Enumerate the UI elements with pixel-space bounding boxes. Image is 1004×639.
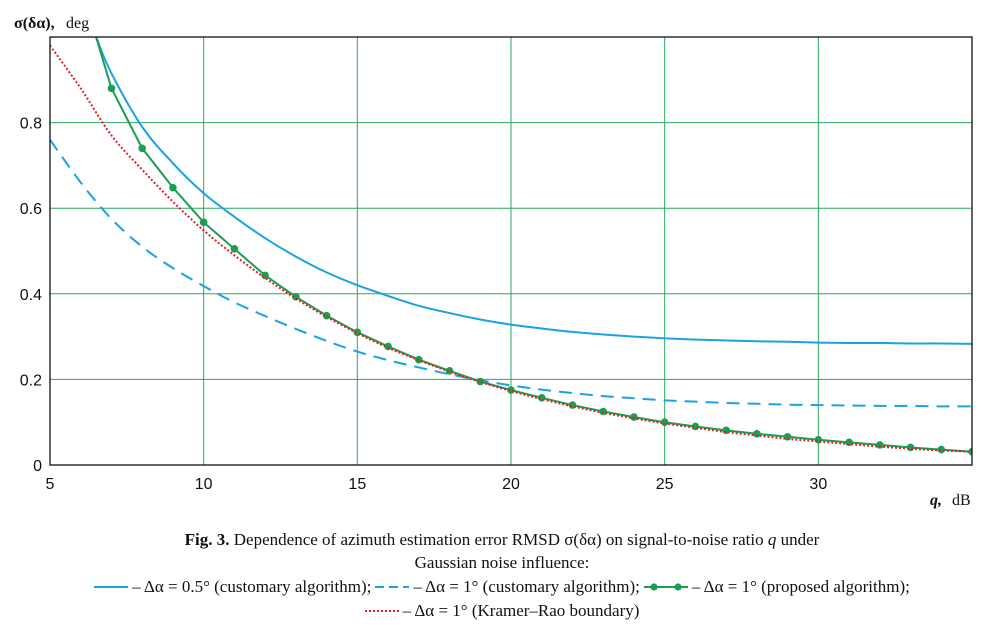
legend-label-1-proposed: – Δα = 1° (proposed algorithm); — [691, 577, 910, 596]
series-line-s05_customary — [95, 37, 972, 345]
legend-swatch-solid-blue — [94, 586, 129, 588]
legend-swatch-dotted-red — [364, 610, 399, 612]
y-axis-label-symbol: σ(δα), — [14, 15, 55, 32]
x-tick-label: 30 — [809, 476, 827, 493]
y-axis-label-unit: deg — [66, 15, 89, 32]
series-line-s1_kramer_rao — [50, 44, 972, 453]
chart-series-layer — [50, 37, 972, 456]
legend-item-05-customary: – Δα = 0.5° (customary algorithm); — [94, 577, 371, 597]
figure-caption-line1: Fig. 3. Dependence of azimuth estimation… — [0, 530, 1004, 550]
x-tick-label: 25 — [656, 476, 674, 493]
y-tick-label: 0.6 — [20, 201, 42, 218]
legend-row-2: – Δα = 1° (Kramer–Rao boundary) — [0, 601, 1004, 621]
data-point-s1_proposed — [660, 418, 669, 427]
data-point-s1_proposed — [107, 84, 116, 93]
x-tick-label: 5 — [46, 476, 55, 493]
data-point-s1_proposed — [876, 441, 884, 449]
legend-swatch-markers-green — [643, 583, 688, 591]
legend-item-1-customary: – Δα = 1° (customary algorithm); — [375, 577, 640, 597]
data-point-s1_proposed — [753, 429, 761, 438]
data-point-s1_proposed — [230, 245, 239, 253]
data-point-s1_proposed — [845, 438, 853, 447]
legend-label-kramer-rao: – Δα = 1° (Kramer–Rao boundary) — [402, 601, 640, 620]
figure-label: Fig. 3. — [184, 530, 230, 549]
legend-label-05-customary: – Δα = 0.5° (customary algorithm); — [132, 577, 372, 596]
series-line-s1_customary — [50, 139, 972, 408]
legend-item-kramer-rao: – Δα = 1° (Kramer–Rao boundary) — [364, 601, 640, 621]
data-point-s1_proposed — [138, 144, 146, 153]
data-point-s1_proposed — [630, 413, 638, 421]
y-tick-label: 0.2 — [20, 372, 42, 389]
chart-tick-labels: 5 10 15 20 25 30 0 0.2 0.4 0.6 0.8 — [20, 116, 828, 493]
figure-caption-line2: Gaussian noise influence: — [414, 553, 590, 572]
chart-plot: 5 10 15 20 25 30 0 0.2 0.4 0.6 0.8 σ(δα), deg q, d… — [14, 15, 973, 509]
data-point-s1_proposed — [384, 342, 392, 351]
chart-grid — [50, 37, 972, 465]
x-axis-label-unit: dB — [952, 492, 971, 509]
plot-frame — [49, 36, 973, 466]
data-point-s1_proposed — [968, 447, 972, 456]
data-point-s1_proposed — [169, 183, 177, 192]
data-point-s1_proposed — [261, 271, 269, 280]
data-point-s1_proposed — [199, 218, 208, 227]
y-tick-label: 0 — [33, 458, 42, 475]
y-tick-label: 0.8 — [20, 116, 42, 133]
series-line-s1_proposed — [95, 37, 972, 453]
data-point-s1_proposed — [906, 443, 915, 452]
x-tick-label: 10 — [195, 476, 213, 493]
y-tick-label: 0.4 — [20, 287, 42, 304]
x-tick-label: 20 — [502, 476, 520, 493]
legend-item-1-proposed: – Δα = 1° (proposed algorithm); — [643, 577, 910, 597]
legend-swatch-dashed-blue — [375, 586, 410, 588]
caption-text-end: under — [776, 530, 820, 549]
data-point-s1_proposed — [783, 432, 792, 441]
x-axis-label-symbol: q, — [930, 492, 942, 509]
legend-row-1: – Δα = 0.5° (customary algorithm); – Δα … — [0, 577, 1004, 597]
x-tick-label: 15 — [348, 476, 366, 493]
caption-text: Dependence of azimuth estimation error R… — [229, 530, 768, 549]
caption-q: q — [767, 530, 777, 549]
legend-label-1-customary: – Δα = 1° (customary algorithm); — [413, 577, 640, 596]
